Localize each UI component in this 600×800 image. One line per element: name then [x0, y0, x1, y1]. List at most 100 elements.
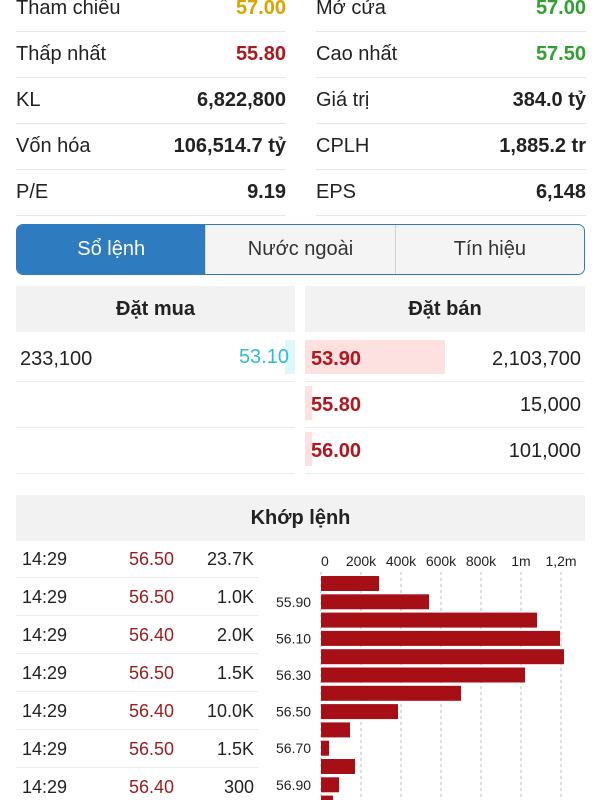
trade-price: 56.40 [129, 625, 175, 645]
trade-price: 56.50 [129, 549, 175, 569]
stat-value: 6,822,800 [197, 89, 286, 111]
stat-value: 55.80 [235, 43, 286, 65]
stat-row: Vốn hóa 106,514.7 tỷ [16, 124, 286, 170]
trade-row: 14:29 56.40 2.0K [16, 616, 258, 654]
tab-signals[interactable]: Tín hiệu [394, 225, 584, 274]
volume-bar [321, 630, 560, 646]
ask-row[interactable]: 53.90 2,103,700 [305, 336, 585, 382]
stat-label: Thấp nhất [16, 43, 107, 65]
stat-value: 9.19 [247, 181, 286, 203]
trade-price: 56.50 [129, 739, 175, 759]
x-tick-label: 600k [426, 553, 457, 569]
trade-volume: 2.0K [216, 625, 254, 645]
x-tick-label: 1m [511, 553, 530, 569]
trade-time: 14:29 [22, 625, 68, 645]
ask-depth-bar [305, 432, 312, 466]
stat-row: KL 6,822,800 [16, 78, 286, 124]
bid-price: 53.10 [238, 340, 295, 374]
buy-orders-header: Đặt mua [16, 286, 295, 332]
ask-quantity: 101,000 [508, 440, 581, 462]
ask-depth-bar [305, 340, 445, 374]
tab-foreign[interactable]: Nước ngoài [205, 225, 395, 274]
stat-row: P/E 9.19 [16, 170, 286, 216]
ask-quantity: 2,103,700 [492, 348, 581, 370]
stat-label: KL [16, 89, 41, 111]
stat-row: Mở cửa 57.00 [316, 0, 586, 32]
stat-value: 106,514.7 tỷ [173, 135, 286, 157]
volume-bar [321, 759, 355, 774]
y-tick-label: 56.50 [276, 704, 311, 720]
trade-volume: 1.0K [216, 587, 254, 607]
stat-label: Mở cửa [316, 0, 386, 19]
trade-time: 14:29 [22, 587, 68, 607]
volume-bar [321, 704, 398, 720]
bid-quantity: 233,100 [20, 348, 93, 370]
bid-row[interactable] [16, 382, 295, 428]
matched-orders-header: Khớp lệnh [16, 495, 585, 541]
trade-volume: 10.0K [206, 701, 254, 721]
volume-bar [321, 667, 525, 683]
tab-bar: Sổ lệnh Nước ngoài Tín hiệu [16, 224, 585, 275]
volume-bar [321, 612, 537, 628]
x-tick-label: 0 [321, 553, 329, 569]
y-tick-label: 56.90 [276, 777, 311, 793]
trade-time: 14:29 [22, 739, 68, 759]
volume-by-price-chart: 0 200k 400k 600k 800k 1m 1,2m 55.90 56.10 56.30 56… [276, 553, 577, 800]
y-tick-label: 56.30 [276, 667, 311, 683]
trade-row: 14:29 56.40 300 [16, 768, 258, 800]
trade-time: 14:29 [22, 777, 68, 797]
trade-price: 56.50 [129, 587, 175, 607]
stat-value: 384.0 tỷ [512, 89, 586, 111]
trade-row: 14:29 56.50 23.7K [16, 540, 258, 578]
stat-value: 57.00 [235, 0, 286, 19]
volume-bar [321, 649, 564, 665]
sell-orders-header: Đặt bán [305, 286, 585, 332]
ask-depth-bar [305, 386, 312, 420]
ask-price: 56.00 [311, 440, 362, 462]
bid-row[interactable] [16, 428, 295, 474]
trade-price: 56.40 [129, 701, 175, 721]
trade-time: 14:29 [22, 663, 68, 683]
stat-value: 6,148 [535, 181, 586, 203]
ask-price: 55.80 [311, 394, 362, 416]
stat-label: Tham chiếu [16, 0, 121, 19]
ask-row[interactable]: 56.00 101,000 [305, 428, 585, 474]
tab-order-book[interactable]: Sổ lệnh [17, 225, 206, 274]
ask-quantity: 15,000 [519, 394, 581, 416]
x-tick-label: 800k [466, 553, 497, 569]
stat-label: Cao nhất [316, 43, 398, 65]
volume-bar [321, 740, 329, 756]
stat-row: Giá trị 384.0 tỷ [316, 78, 586, 124]
volume-bar [321, 795, 333, 800]
trade-volume: 1.5K [216, 739, 254, 759]
trade-price: 56.50 [129, 663, 175, 683]
stat-row: Thấp nhất 55.80 [16, 32, 286, 78]
ask-row[interactable]: 55.80 15,000 [305, 382, 585, 428]
stat-label: Giá trị [316, 89, 370, 111]
stat-label: CPLH [316, 135, 370, 157]
trade-volume: 300 [223, 777, 254, 797]
bid-row[interactable]: 233,100 53.10 [16, 336, 295, 382]
trade-time: 14:29 [22, 549, 68, 569]
stat-row: Cao nhất 57.50 [316, 32, 586, 78]
x-tick-label: 200k [346, 553, 377, 569]
trade-row: 14:29 56.50 1.5K [16, 730, 258, 768]
volume-bar [321, 722, 350, 738]
stat-value: 57.00 [535, 0, 586, 19]
stat-row: EPS 6,148 [316, 170, 586, 216]
stat-row: Tham chiếu 57.00 [16, 0, 286, 32]
ask-price: 53.90 [311, 348, 362, 370]
trade-row: 14:29 56.40 10.0K [16, 692, 258, 730]
trade-row: 14:29 56.50 1.0K [16, 578, 258, 616]
volume-bar [321, 576, 379, 591]
trade-price: 56.40 [129, 777, 175, 797]
volume-bar [321, 685, 461, 701]
stat-value: 57.50 [535, 43, 586, 65]
y-tick-label: 56.70 [276, 740, 311, 756]
stat-label: EPS [316, 181, 357, 203]
trade-row: 14:29 56.50 1.5K [16, 654, 258, 692]
volume-bar [321, 777, 339, 793]
y-tick-label: 55.90 [276, 594, 311, 610]
stat-label: P/E [16, 181, 49, 203]
trade-time: 14:29 [22, 701, 68, 721]
